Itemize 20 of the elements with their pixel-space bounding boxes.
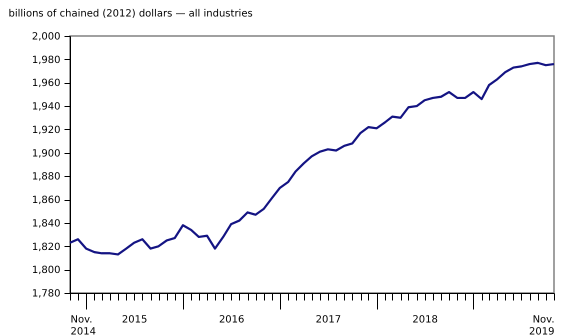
y-tick-label: 1,940 (32, 102, 60, 113)
y-tick-label: 1,900 (32, 148, 60, 160)
y-tick-label: 1,800 (32, 265, 60, 276)
y-tick-label: 1,920 (32, 124, 60, 136)
y-tick-label: 1,980 (32, 54, 60, 66)
y-tick-label: 2,000 (32, 32, 60, 42)
x-tick-label: Nov. 2019 (529, 314, 554, 335)
x-tick-label: 2017 (316, 314, 342, 326)
y-axis-title: billions of chained (2012) dollars — all industries (8, 8, 253, 20)
y-tick-label: 1,820 (32, 242, 60, 253)
x-tick-label: 2016 (218, 314, 244, 326)
x-tick-label: 2018 (412, 314, 438, 326)
y-tick-label: 1,840 (32, 218, 60, 230)
y-tick-label: 1,780 (32, 288, 60, 300)
y-tick-label: 1,960 (32, 78, 60, 90)
line-series (68, 62, 556, 256)
y-tick-label: 1,880 (32, 172, 60, 183)
x-tick-label: 2015 (122, 314, 148, 326)
y-tick-label: 1,860 (32, 195, 60, 206)
x-tick-label: Nov. 2014 (70, 314, 96, 335)
